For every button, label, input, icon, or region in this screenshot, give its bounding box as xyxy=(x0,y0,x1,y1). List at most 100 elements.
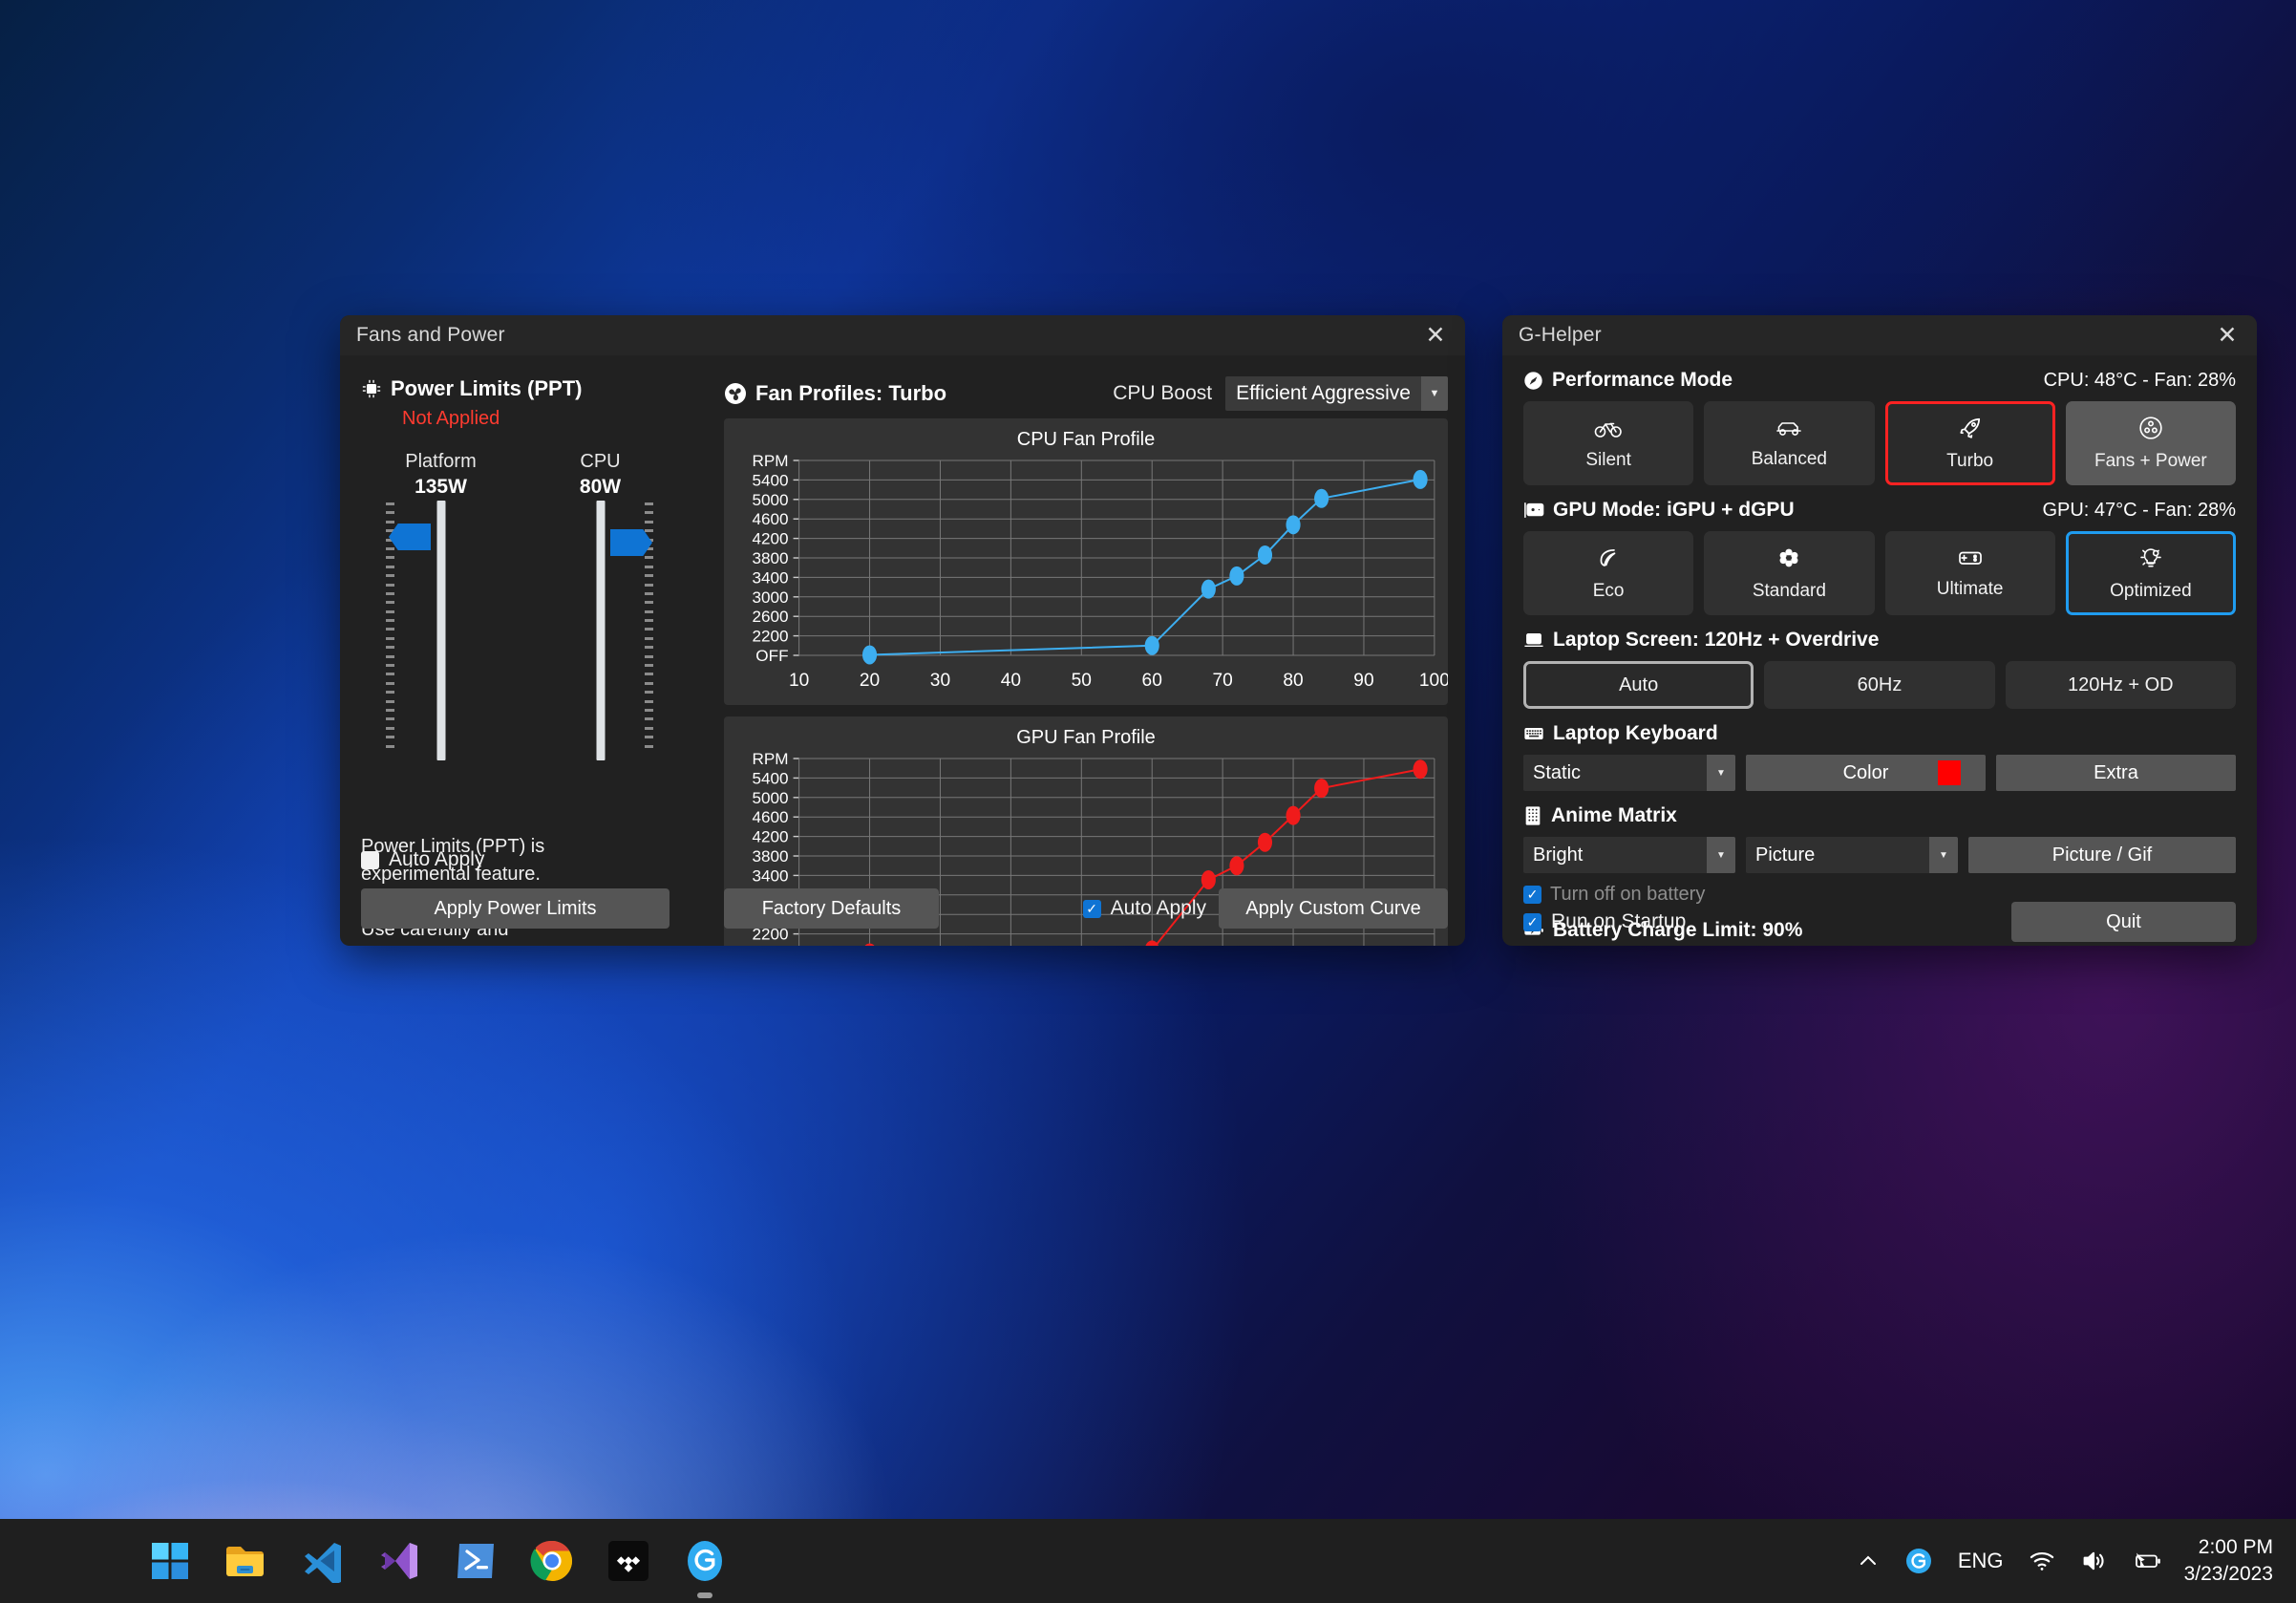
fan-power-icon xyxy=(2138,416,2163,445)
gpu-mode-optimized[interactable]: Optimized xyxy=(2065,531,2236,615)
chevron-down-icon[interactable]: ▼ xyxy=(1929,837,1958,873)
anime-picture-gif-button[interactable]: Picture / Gif xyxy=(1968,837,2236,873)
performance-mode-fans-power[interactable]: Fans + Power xyxy=(2065,401,2236,485)
svg-text:4200: 4200 xyxy=(752,530,788,548)
battery-charging-icon[interactable] xyxy=(2119,1531,2175,1591)
anime-matrix-title: Anime Matrix xyxy=(1551,804,1677,826)
taskbar-google-chrome[interactable] xyxy=(527,1536,577,1586)
power-sliders xyxy=(361,489,693,766)
svg-text:RPM: RPM xyxy=(752,750,788,768)
slider-thumb[interactable] xyxy=(610,529,652,556)
chevron-down-icon[interactable]: ▼ xyxy=(1421,376,1448,411)
close-icon[interactable]: ✕ xyxy=(2217,322,2238,349)
ppt-auto-apply-checkbox[interactable] xyxy=(361,850,379,869)
taskbar-running-indicator xyxy=(697,1592,712,1598)
clock-time: 2:00 PM xyxy=(2198,1536,2273,1559)
curve-auto-apply-checkbox[interactable]: ✓ xyxy=(1082,899,1101,918)
svg-text:3800: 3800 xyxy=(752,847,788,866)
gpu-mode-ultimate[interactable]: Ultimate xyxy=(1884,531,2055,615)
svg-text:5000: 5000 xyxy=(752,789,788,807)
platform-power-slider[interactable] xyxy=(361,489,521,766)
curve-auto-apply-label: Auto Apply xyxy=(1110,897,1206,919)
performance-mode-title: Performance Mode xyxy=(1552,369,1733,391)
platform-value: 135W xyxy=(415,476,467,498)
flower-icon xyxy=(1776,545,1801,575)
anime-turn-off-checkbox[interactable]: ✓ xyxy=(1523,886,1541,904)
chevron-down-icon[interactable]: ▼ xyxy=(1707,837,1735,873)
gpu-chart-title: GPU Fan Profile xyxy=(1016,727,1156,748)
svg-text:10: 10 xyxy=(789,671,809,691)
taskbar-start-button[interactable] xyxy=(145,1536,195,1586)
screen-mode-auto[interactable]: Auto xyxy=(1523,661,1754,709)
ppt-auto-apply-row[interactable]: Auto Apply xyxy=(361,848,484,871)
taskbar-tidal[interactable] xyxy=(604,1536,653,1586)
performance-mode-fans-power-label: Fans + Power xyxy=(2094,450,2207,471)
leaf-icon xyxy=(1596,545,1621,575)
clock-date: 3/23/2023 xyxy=(2183,1563,2273,1585)
svg-text:2200: 2200 xyxy=(752,926,788,944)
keyboard-mode-dropdown[interactable]: Static ▼ xyxy=(1523,755,1735,791)
run-on-startup-row[interactable]: ✓ Run on Startup xyxy=(1523,910,1686,933)
cpu-chart-title: CPU Fan Profile xyxy=(1016,429,1156,450)
keyboard-color-button[interactable]: Color xyxy=(1746,755,1986,791)
laptop-keyboard-header: Laptop Keyboard xyxy=(1523,722,2236,745)
run-on-startup-checkbox[interactable]: ✓ xyxy=(1523,912,1541,931)
gpu-mode-optimized-label: Optimized xyxy=(2110,580,2192,601)
screen-mode-120hz-od[interactable]: 120Hz + OD xyxy=(2005,661,2236,709)
screen-mode-60hz[interactable]: 60Hz xyxy=(1764,661,1995,709)
svg-text:2200: 2200 xyxy=(752,628,788,646)
gpu-mode-standard[interactable]: Standard xyxy=(1704,531,1875,615)
anime-content-dropdown[interactable]: Picture ▼ xyxy=(1746,837,1958,873)
tray-language[interactable]: ENG xyxy=(1957,1549,2004,1572)
curve-auto-apply-row[interactable]: ✓ Auto Apply xyxy=(1082,897,1206,920)
factory-defaults-button[interactable]: Factory Defaults xyxy=(724,888,939,929)
apply-power-limits-button[interactable]: Apply Power Limits xyxy=(361,888,670,929)
anime-turn-off-row[interactable]: ✓ Turn off on battery xyxy=(1523,884,2236,906)
cpu-temp-readout: CPU: 48°C - Fan: 28% xyxy=(2043,369,2236,391)
performance-mode-silent[interactable]: Silent xyxy=(1523,401,1694,485)
fan-profiles-title: Fan Profiles: Turbo xyxy=(755,381,947,405)
gpu-mode-title: GPU Mode: iGPU + dGPU xyxy=(1553,499,1795,521)
gpu-mode-eco-label: Eco xyxy=(1592,580,1625,601)
cpu-fan-profile-chart[interactable]: CPU Fan Profile OFF 2200 2600 3000 3400 3800 4… xyxy=(724,418,1448,705)
taskbar-visual-studio[interactable] xyxy=(374,1536,424,1586)
slider-thumb[interactable] xyxy=(389,524,431,550)
cpu-boost-dropdown[interactable]: Efficient Aggressive ▼ xyxy=(1225,376,1448,411)
anime-matrix-controls: Bright ▼ Picture ▼ Picture / Gif xyxy=(1523,837,2236,873)
close-icon[interactable]: ✕ xyxy=(1425,322,1446,349)
performance-mode-turbo[interactable]: Turbo xyxy=(1884,401,2055,485)
cpu-chip-icon xyxy=(361,378,382,399)
fan-icon xyxy=(724,382,747,405)
volume-icon[interactable] xyxy=(2068,1531,2119,1591)
keyboard-extra-button[interactable]: Extra xyxy=(1996,755,2236,791)
g-helper-tray-icon[interactable] xyxy=(1892,1531,1945,1591)
gpu-mode-buttons: Eco Standard xyxy=(1523,531,2236,615)
svg-text:30: 30 xyxy=(930,671,950,691)
bicycle-icon xyxy=(1594,417,1623,444)
taskbar-clock[interactable]: 2:00 PM 3/23/2023 xyxy=(2175,1534,2281,1587)
cpu-label: CPU xyxy=(580,451,621,472)
power-limits-title: Power Limits (PPT) xyxy=(391,376,583,400)
gpu-mode-standard-label: Standard xyxy=(1752,580,1826,601)
anime-brightness-dropdown[interactable]: Bright ▼ xyxy=(1523,837,1735,873)
wifi-icon[interactable] xyxy=(2016,1531,2068,1591)
quit-button[interactable]: Quit xyxy=(2011,902,2236,942)
taskbar-g-helper[interactable] xyxy=(680,1536,730,1598)
chevron-down-icon[interactable]: ▼ xyxy=(1707,755,1735,791)
keyboard-color-label: Color xyxy=(1842,761,1889,783)
laptop-keyboard-title: Laptop Keyboard xyxy=(1553,722,1718,744)
apply-custom-curve-button[interactable]: Apply Custom Curve xyxy=(1219,888,1448,929)
taskbar-file-explorer[interactable] xyxy=(222,1536,271,1586)
cpu-power-slider[interactable] xyxy=(521,489,680,766)
svg-text:3400: 3400 xyxy=(752,568,788,587)
taskbar-vs-code[interactable] xyxy=(298,1536,348,1586)
fan-profiles-panel: Fan Profiles: Turbo CPU Boost Efficient … xyxy=(712,355,1465,946)
chevron-up-icon[interactable] xyxy=(1844,1531,1892,1591)
anime-matrix-header: Anime Matrix xyxy=(1523,804,2236,827)
performance-mode-balanced[interactable]: Balanced xyxy=(1704,401,1875,485)
gpu-mode-eco[interactable]: Eco xyxy=(1523,531,1694,615)
taskbar-powershell[interactable] xyxy=(451,1536,500,1586)
anime-turn-off-label: Turn off on battery xyxy=(1550,884,1706,905)
keyboard-color-swatch[interactable] xyxy=(1938,760,1961,785)
